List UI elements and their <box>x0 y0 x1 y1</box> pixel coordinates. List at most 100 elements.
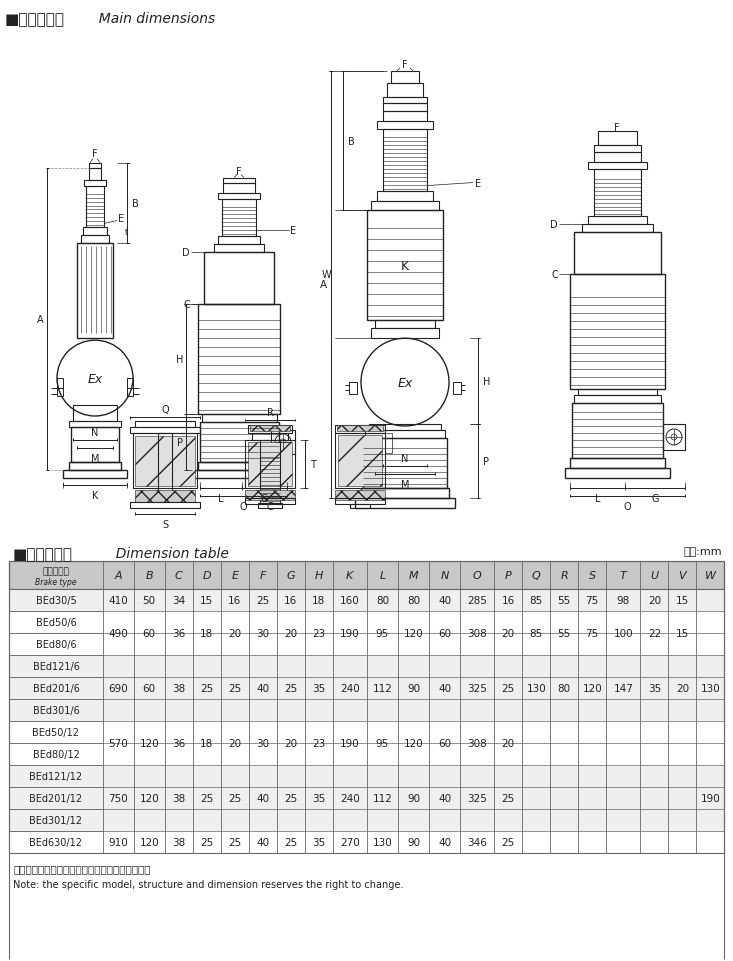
Text: C: C <box>175 570 183 580</box>
Text: 120: 120 <box>404 738 424 748</box>
Text: 55: 55 <box>558 628 571 638</box>
Text: C: C <box>551 270 558 280</box>
Bar <box>69 422 121 428</box>
Text: 570: 570 <box>108 738 128 748</box>
Text: A: A <box>114 570 122 580</box>
Bar <box>83 228 107 236</box>
Bar <box>10 831 724 853</box>
Text: T: T <box>620 570 627 580</box>
Text: 35: 35 <box>312 837 325 847</box>
Text: W: W <box>705 570 716 580</box>
Text: 147: 147 <box>614 683 633 693</box>
Bar <box>598 132 637 145</box>
Text: 20: 20 <box>501 628 515 638</box>
Bar <box>594 169 641 217</box>
Text: 308: 308 <box>468 628 487 638</box>
Text: 120: 120 <box>582 683 602 693</box>
Text: BEd121/12: BEd121/12 <box>29 771 83 781</box>
Text: 20: 20 <box>228 628 241 638</box>
Text: 38: 38 <box>172 683 185 693</box>
Text: Dimension table: Dimension table <box>107 546 229 560</box>
Text: 36: 36 <box>172 628 185 638</box>
Text: 60: 60 <box>438 628 451 638</box>
Bar <box>130 503 200 508</box>
Text: D: D <box>550 220 558 231</box>
Text: E: E <box>118 214 124 224</box>
Bar <box>594 153 641 162</box>
Bar <box>10 787 724 809</box>
Bar <box>250 426 290 431</box>
Text: L: L <box>379 570 386 580</box>
Text: H: H <box>176 355 183 365</box>
Bar <box>588 217 647 225</box>
Text: 910: 910 <box>108 837 128 847</box>
Bar <box>57 388 63 397</box>
Bar <box>383 130 427 191</box>
Text: BEd50/6: BEd50/6 <box>36 617 76 628</box>
Text: BEd80/6: BEd80/6 <box>36 639 76 649</box>
Text: R: R <box>267 407 273 418</box>
Text: 90: 90 <box>407 793 420 803</box>
Text: 25: 25 <box>284 793 298 803</box>
Text: R: R <box>560 570 568 580</box>
Text: 20: 20 <box>676 683 689 693</box>
Bar <box>10 678 724 699</box>
Text: 130: 130 <box>701 683 721 693</box>
Bar <box>10 699 724 721</box>
Bar <box>337 426 383 431</box>
Text: 50: 50 <box>143 595 156 605</box>
Text: 55: 55 <box>558 595 571 605</box>
Text: 35: 35 <box>312 793 325 803</box>
Text: B: B <box>132 199 139 209</box>
Bar <box>572 404 663 458</box>
Text: 16: 16 <box>284 595 298 605</box>
Bar <box>248 426 292 433</box>
Bar <box>10 561 724 589</box>
Text: 40: 40 <box>256 683 269 693</box>
Bar <box>192 470 287 479</box>
Bar <box>10 743 724 765</box>
Text: 270: 270 <box>340 837 360 847</box>
Bar <box>10 633 724 655</box>
Text: 20: 20 <box>284 738 298 748</box>
Bar <box>223 184 255 193</box>
Text: BEd301/12: BEd301/12 <box>29 815 82 825</box>
Text: N: N <box>441 570 449 580</box>
Text: L: L <box>594 493 600 504</box>
Text: N: N <box>401 454 409 463</box>
Text: Main dimensions: Main dimensions <box>90 12 216 26</box>
Bar <box>202 414 277 423</box>
Text: BEd50/12: BEd50/12 <box>32 727 79 737</box>
Text: 120: 120 <box>139 738 159 748</box>
Text: G: G <box>287 570 295 580</box>
Text: D: D <box>183 248 190 259</box>
Text: 30: 30 <box>256 738 269 748</box>
Text: 25: 25 <box>501 683 515 693</box>
Text: 推动器型号: 推动器型号 <box>43 566 70 576</box>
Text: BEd80/12: BEd80/12 <box>32 749 79 759</box>
Text: N: N <box>92 428 99 437</box>
Text: E: E <box>231 570 238 580</box>
Text: BEd121/6: BEd121/6 <box>32 661 79 671</box>
Bar <box>363 438 447 488</box>
Bar <box>10 655 724 678</box>
Bar <box>338 435 382 486</box>
Bar <box>383 104 427 111</box>
Text: K: K <box>92 490 98 501</box>
Text: 20: 20 <box>501 738 515 748</box>
Text: 308: 308 <box>468 738 487 748</box>
Bar <box>258 504 282 508</box>
Text: BEd630/12: BEd630/12 <box>29 837 82 847</box>
Text: 750: 750 <box>108 793 128 803</box>
Text: F: F <box>402 60 408 70</box>
Bar <box>127 388 133 397</box>
Text: 190: 190 <box>340 738 360 748</box>
Bar <box>565 468 670 479</box>
Text: A: A <box>37 314 44 325</box>
Text: 75: 75 <box>586 628 599 638</box>
Text: 85: 85 <box>530 595 543 605</box>
Bar <box>10 721 724 743</box>
Text: BEd201/12: BEd201/12 <box>29 793 83 803</box>
Bar <box>335 433 385 488</box>
Bar <box>89 163 101 168</box>
